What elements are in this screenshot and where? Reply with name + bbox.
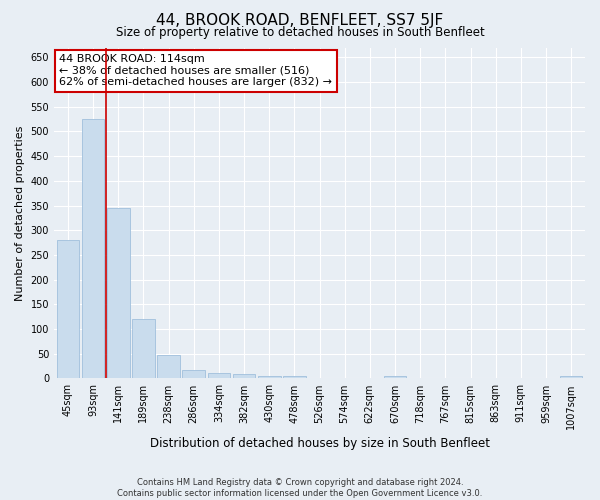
Bar [157,354,180,378]
Y-axis label: Number of detached properties: Number of detached properties [15,126,25,300]
X-axis label: Distribution of detached houses by size in South Benfleet: Distribution of detached houses by size … [149,437,490,450]
Bar [107,208,130,378]
Bar [182,370,205,378]
Bar [82,119,104,378]
Bar [283,376,305,378]
Bar [56,240,79,378]
Bar [208,373,230,378]
Bar [560,376,583,378]
Bar [258,376,281,378]
Text: 44 BROOK ROAD: 114sqm
← 38% of detached houses are smaller (516)
62% of semi-det: 44 BROOK ROAD: 114sqm ← 38% of detached … [59,54,332,88]
Bar [383,376,406,378]
Bar [233,374,256,378]
Text: Size of property relative to detached houses in South Benfleet: Size of property relative to detached ho… [116,26,484,39]
Text: 44, BROOK ROAD, BENFLEET, SS7 5JF: 44, BROOK ROAD, BENFLEET, SS7 5JF [157,12,443,28]
Text: Contains HM Land Registry data © Crown copyright and database right 2024.
Contai: Contains HM Land Registry data © Crown c… [118,478,482,498]
Bar [132,319,155,378]
